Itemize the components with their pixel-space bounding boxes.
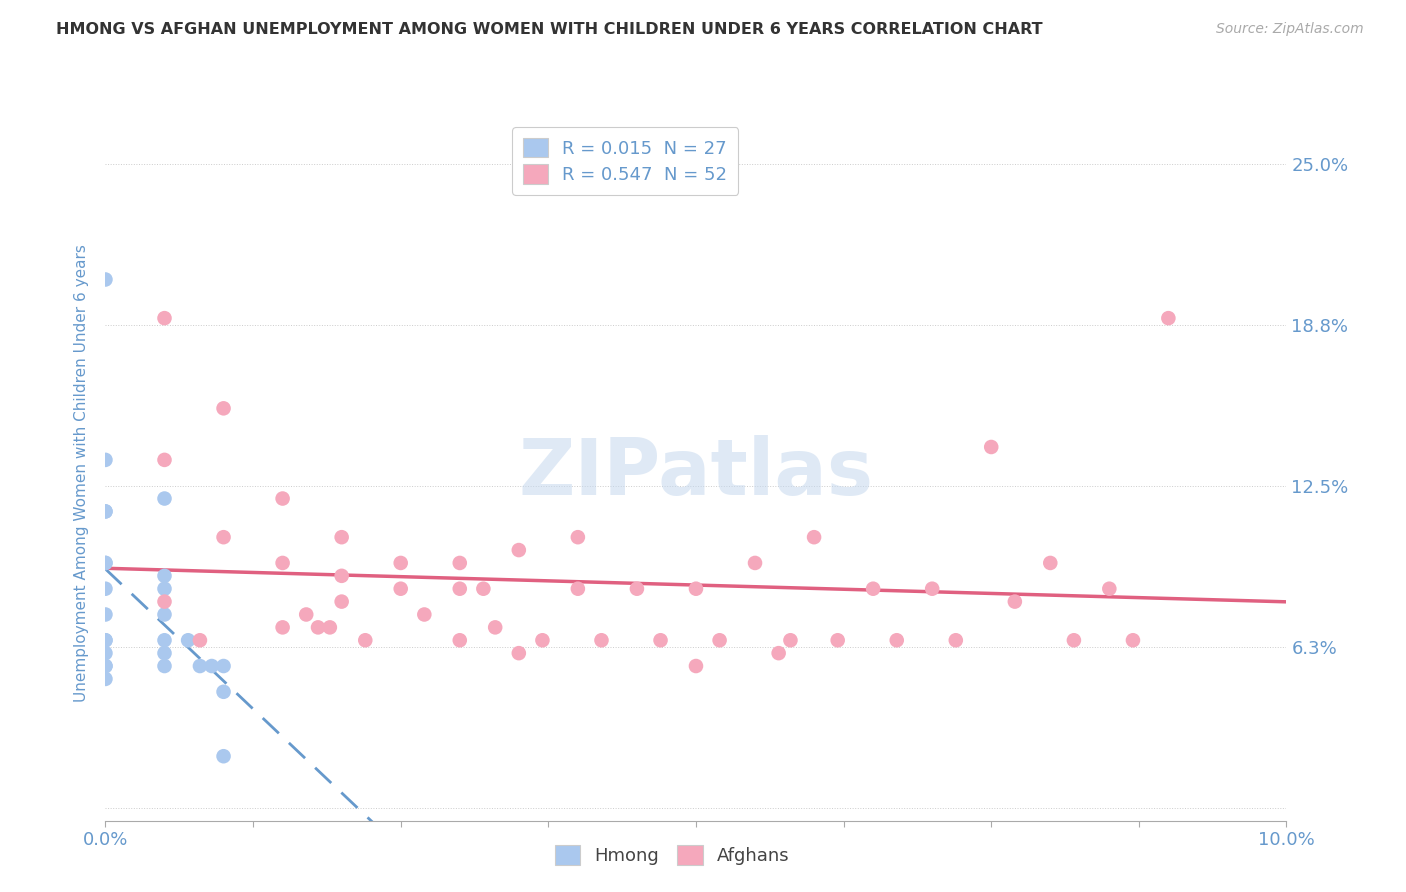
Point <box>449 582 471 596</box>
Point <box>508 646 530 660</box>
Point <box>94 504 117 518</box>
Point <box>307 620 329 634</box>
Point <box>650 633 672 648</box>
Point <box>212 401 235 416</box>
Point <box>886 633 908 648</box>
Point <box>484 620 506 634</box>
Legend: Hmong, Afghans: Hmong, Afghans <box>546 837 799 874</box>
Point <box>153 594 176 608</box>
Point <box>567 582 589 596</box>
Point <box>709 633 731 648</box>
Point <box>354 633 377 648</box>
Point <box>153 491 176 506</box>
Point <box>177 633 200 648</box>
Point <box>319 620 342 634</box>
Point <box>330 569 353 583</box>
Point <box>94 453 117 467</box>
Point <box>389 582 412 596</box>
Point <box>449 633 471 648</box>
Point <box>744 556 766 570</box>
Point <box>626 582 648 596</box>
Point <box>153 646 176 660</box>
Point <box>1004 594 1026 608</box>
Point <box>94 556 117 570</box>
Point <box>188 659 211 673</box>
Point <box>508 543 530 558</box>
Point <box>188 633 211 648</box>
Point <box>591 633 613 648</box>
Point <box>413 607 436 622</box>
Point <box>389 556 412 570</box>
Point <box>531 633 554 648</box>
Point <box>271 491 294 506</box>
Point <box>212 749 235 764</box>
Point <box>94 633 117 648</box>
Point <box>803 530 825 544</box>
Point <box>1098 582 1121 596</box>
Point <box>685 659 707 673</box>
Point <box>330 530 353 544</box>
Point <box>201 659 224 673</box>
Point <box>94 582 117 596</box>
Point <box>567 530 589 544</box>
Point <box>94 504 117 518</box>
Point <box>94 672 117 686</box>
Point <box>1039 556 1062 570</box>
Point <box>153 569 176 583</box>
Point <box>685 582 707 596</box>
Point <box>330 594 353 608</box>
Point <box>921 582 943 596</box>
Point <box>271 620 294 634</box>
Point <box>1157 311 1180 326</box>
Point <box>779 633 801 648</box>
Point <box>827 633 849 648</box>
Y-axis label: Unemployment Among Women with Children Under 6 years: Unemployment Among Women with Children U… <box>73 244 89 702</box>
Point <box>153 633 176 648</box>
Point <box>94 607 117 622</box>
Point <box>472 582 495 596</box>
Text: HMONG VS AFGHAN UNEMPLOYMENT AMONG WOMEN WITH CHILDREN UNDER 6 YEARS CORRELATION: HMONG VS AFGHAN UNEMPLOYMENT AMONG WOMEN… <box>56 22 1043 37</box>
Point <box>449 556 471 570</box>
Point <box>212 530 235 544</box>
Point <box>212 659 235 673</box>
Point <box>980 440 1002 454</box>
Point <box>271 556 294 570</box>
Point <box>94 272 117 286</box>
Point <box>1063 633 1085 648</box>
Point <box>94 659 117 673</box>
Point <box>153 607 176 622</box>
Point <box>945 633 967 648</box>
Point <box>153 659 176 673</box>
Point <box>295 607 318 622</box>
Point <box>1122 633 1144 648</box>
Point <box>153 582 176 596</box>
Text: ZIPatlas: ZIPatlas <box>519 434 873 511</box>
Text: Source: ZipAtlas.com: Source: ZipAtlas.com <box>1216 22 1364 37</box>
Point <box>94 633 117 648</box>
Point <box>94 646 117 660</box>
Point <box>212 685 235 699</box>
Point <box>153 311 176 326</box>
Point <box>153 453 176 467</box>
Point <box>862 582 884 596</box>
Point <box>768 646 790 660</box>
Point <box>94 556 117 570</box>
Point <box>94 659 117 673</box>
